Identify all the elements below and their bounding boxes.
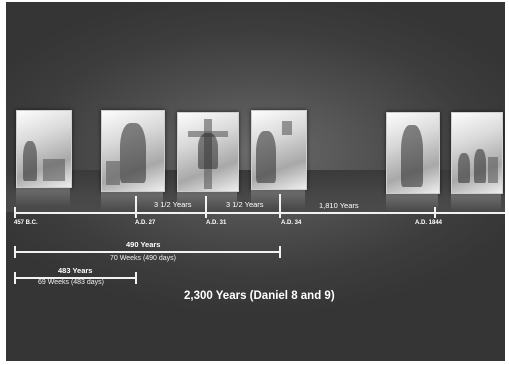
span-483-line — [14, 277, 137, 279]
illustration-panel-5 — [386, 112, 440, 194]
illustration-panel-1 — [16, 110, 72, 188]
panel-5-reflection — [386, 193, 438, 211]
tick-ad31 — [205, 196, 207, 218]
panel-3-reflection — [177, 191, 237, 211]
tick-ad1844 — [434, 207, 436, 218]
segment-label-1: 3 1/2 Years — [154, 200, 192, 209]
main-timeline — [14, 212, 505, 214]
tick-ad34 — [279, 194, 281, 218]
date-label-ad27: A.D. 27 — [135, 220, 156, 226]
overall-span-caption: 2,300 Years (Daniel 8 and 9) — [184, 290, 335, 302]
span-490-detail: 70 Weeks (490 days) — [110, 255, 177, 262]
date-label-ad1844: A.D. 1844 — [415, 220, 443, 226]
span-490-title: 490 Years — [126, 240, 161, 249]
span-483-detail: 69 Weeks (483 days) — [38, 279, 105, 286]
illustration-panel-3 — [177, 112, 239, 192]
span-490-line — [14, 251, 281, 253]
panel-1-reflection — [16, 187, 70, 207]
illustration-panel-2 — [101, 110, 165, 192]
tick-457bc — [14, 207, 16, 218]
date-label-457bc: 457 B.C. — [14, 220, 38, 226]
diagram-stage: 3 1/2 Years 3 1/2 Years 1,810 Years 457 … — [6, 2, 505, 361]
date-label-ad31: A.D. 31 — [206, 220, 227, 226]
segment-label-2: 3 1/2 Years — [226, 200, 264, 209]
illustration-panel-4 — [251, 110, 307, 190]
date-label-ad34: A.D. 34 — [281, 220, 302, 226]
panel-4-reflection — [251, 189, 305, 209]
panel-6-reflection — [451, 193, 501, 211]
panel-2-reflection — [101, 191, 163, 211]
segment-label-3: 1,810 Years — [319, 201, 359, 210]
tick-ad27 — [135, 196, 137, 218]
illustration-panel-6 — [451, 112, 503, 194]
span-483-title: 483 Years — [58, 266, 93, 275]
